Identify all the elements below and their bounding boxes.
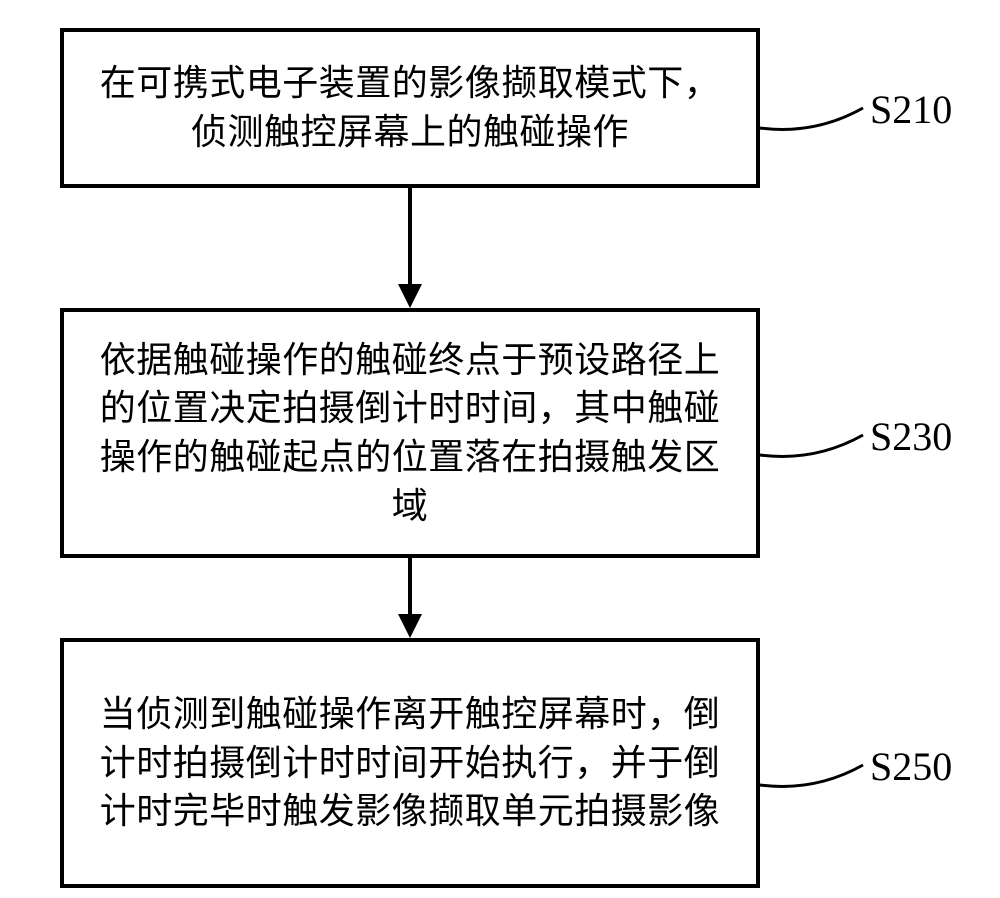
connector-s250 xyxy=(0,0,1000,898)
step-label-s250: S250 xyxy=(870,743,952,790)
step-label-s210: S210 xyxy=(870,86,952,133)
flowchart-canvas: { "diagram": { "type": "flowchart", "bac… xyxy=(0,0,1000,898)
step-label-s230: S230 xyxy=(870,413,952,460)
